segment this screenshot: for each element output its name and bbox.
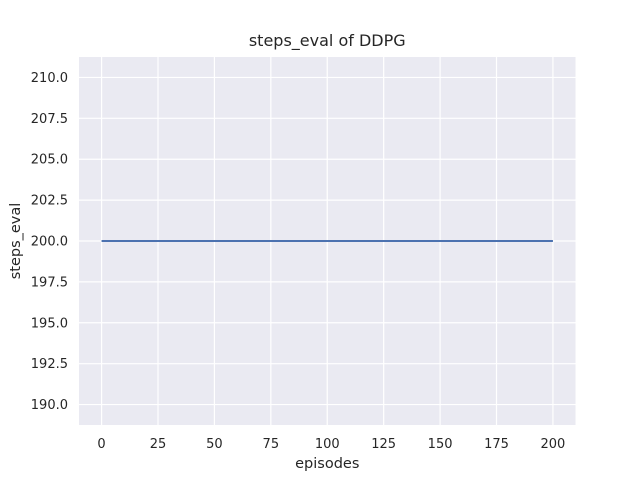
- y-tick-label: 202.5: [31, 194, 68, 209]
- x-tick-label: 25: [150, 437, 167, 452]
- x-axis-label: episodes: [295, 456, 359, 472]
- y-tick-label: 195.0: [31, 316, 68, 331]
- x-tick-label: 100: [315, 437, 340, 452]
- x-tick-label: 50: [206, 437, 223, 452]
- x-tick-labels: 0 25 50 75 100 125 150 175 200: [97, 437, 565, 452]
- y-tick-label: 197.5: [31, 275, 68, 290]
- x-tick-label: 150: [428, 437, 453, 452]
- x-tick-label: 175: [484, 437, 509, 452]
- x-tick-label: 75: [263, 437, 280, 452]
- chart-title: steps_eval of DDPG: [249, 31, 406, 51]
- y-axis-label: steps_eval: [8, 203, 24, 280]
- y-tick-label: 190.0: [31, 398, 68, 413]
- y-tick-label: 200.0: [31, 235, 68, 250]
- y-tick-label: 207.5: [31, 112, 68, 127]
- y-tick-label: 205.0: [31, 153, 68, 168]
- x-tick-label: 125: [371, 437, 396, 452]
- x-tick-label: 0: [97, 437, 105, 452]
- y-tick-label: 192.5: [31, 357, 68, 372]
- x-tick-label: 200: [541, 437, 566, 452]
- y-tick-label: 210.0: [31, 71, 68, 86]
- y-tick-labels: 190.0 192.5 195.0 197.5 200.0 202.5 205.0 207.5…: [31, 71, 68, 413]
